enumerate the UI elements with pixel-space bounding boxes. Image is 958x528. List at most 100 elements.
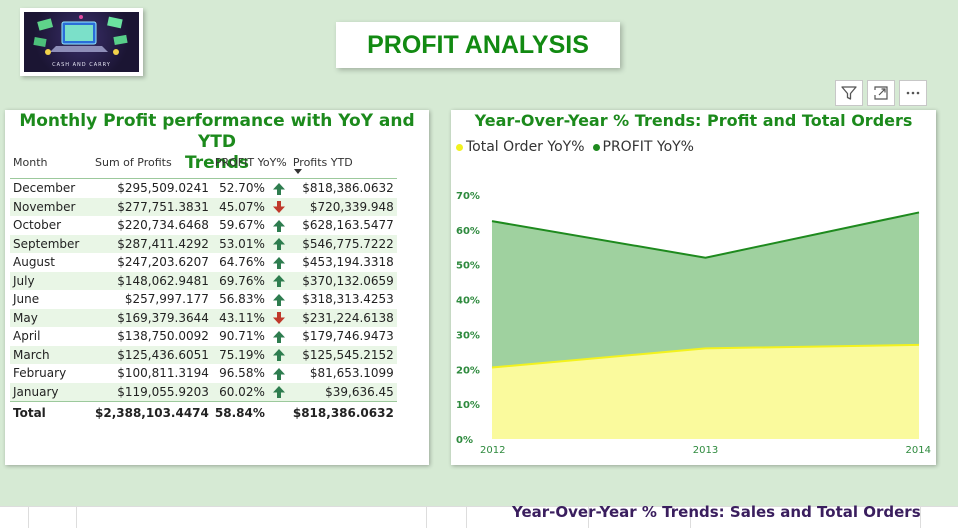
month-cell: March — [10, 346, 92, 365]
ytd-cell: $318,313.4253 — [290, 290, 397, 309]
arrow-up-icon — [272, 256, 286, 270]
monthly-profit-table-panel[interactable]: Monthly Profit performance with YoY and … — [5, 110, 429, 465]
month-cell: December — [10, 179, 92, 198]
arrow-up-icon — [272, 330, 286, 344]
more-options-icon — [904, 84, 922, 102]
sort-descending-icon — [294, 169, 302, 174]
column-header-month[interactable]: Month — [10, 156, 92, 179]
bottom-visual-strip: Year-Over-Year % Trends: Sales and Total… — [0, 506, 958, 528]
focus-mode-icon — [872, 84, 890, 102]
arrow-up-icon — [272, 182, 286, 196]
sales-orders-chart-title: Year-Over-Year % Trends: Sales and Total… — [512, 503, 921, 521]
ytd-cell: $546,775.7222 — [290, 235, 397, 254]
month-cell: January — [10, 383, 92, 402]
visual-header-toolbar — [835, 80, 927, 106]
profit-cell: $287,411.4292 — [92, 235, 212, 254]
yoy-cell: 56.83% — [212, 290, 268, 309]
arrow-up-icon — [272, 237, 286, 251]
profit-cell: $125,436.6051 — [92, 346, 212, 365]
y-tick-label: 50% — [456, 261, 480, 272]
arrow-up-icon — [272, 274, 286, 288]
column-header-profits-ytd[interactable]: Profits YTD — [290, 156, 397, 179]
yoy-cell: 69.76% — [212, 272, 268, 291]
profit-cell: $100,811.3194 — [92, 364, 212, 383]
yoy-cell: 45.07% — [212, 198, 268, 217]
month-cell: July — [10, 272, 92, 291]
ytd-cell: $720,339.948 — [290, 198, 397, 217]
ytd-cell: $231,224.6138 — [290, 309, 397, 328]
ytd-cell: $453,194.3318 — [290, 253, 397, 272]
ytd-cell: $125,545.2152 — [290, 346, 397, 365]
more-options-button[interactable] — [899, 80, 927, 106]
total-ytd: $818,386.0632 — [290, 402, 397, 425]
page-title-box: PROFIT ANALYSIS — [336, 22, 620, 68]
profit-cell: $277,751.3831 — [92, 198, 212, 217]
ytd-cell: $818,386.0632 — [290, 179, 397, 198]
arrow-up-icon — [272, 293, 286, 307]
yoy-cell: 60.02% — [212, 383, 268, 402]
month-cell: June — [10, 290, 92, 309]
yoy-cell: 53.01% — [212, 235, 268, 254]
column-header-sum-of-profits[interactable]: Sum of Profits — [92, 156, 212, 179]
x-tick-label: 2013 — [693, 445, 718, 456]
focus-mode-button[interactable] — [867, 80, 895, 106]
yoy-cell: 52.70% — [212, 179, 268, 198]
profit-cell: $257,997.177 — [92, 290, 212, 309]
total-yoy: 58.84% — [212, 402, 268, 425]
y-tick-label: 10% — [456, 400, 480, 411]
month-cell: October — [10, 216, 92, 235]
profit-cell: $119,055.9203 — [92, 383, 212, 402]
y-tick-label: 0% — [456, 435, 473, 446]
profit-cell: $247,203.6207 — [92, 253, 212, 272]
yoy-cell: 75.19% — [212, 346, 268, 365]
ytd-cell: $81,653.1099 — [290, 364, 397, 383]
filter-icon — [840, 84, 858, 102]
month-cell: August — [10, 253, 92, 272]
month-cell: September — [10, 235, 92, 254]
x-tick-label: 2014 — [906, 445, 931, 456]
month-cell: February — [10, 364, 92, 383]
arrow-up-icon — [272, 385, 286, 399]
profit-cell: $295,509.0241 — [92, 179, 212, 198]
y-tick-label: 60% — [456, 226, 480, 237]
table-total-row: Total $2,388,103.4474 58.84% $818,386.06… — [10, 402, 397, 425]
filter-button[interactable] — [835, 80, 863, 106]
month-cell: April — [10, 327, 92, 346]
y-tick-label: 20% — [456, 365, 480, 376]
profit-cell: $148,062.9481 — [92, 272, 212, 291]
arrow-up-icon — [272, 367, 286, 381]
arrow-down-icon — [272, 200, 286, 214]
column-header-profit-yoy[interactable]: PROFIT YoY% — [212, 156, 290, 179]
ytd-cell: $179,746.9473 — [290, 327, 397, 346]
yoy-cell: 90.71% — [212, 327, 268, 346]
profit-cell: $169,379.3644 — [92, 309, 212, 328]
yoy-trends-chart-panel[interactable]: Year-Over-Year % Trends: Profit and Tota… — [451, 110, 936, 465]
month-cell: November — [10, 198, 92, 217]
total-label: Total — [10, 402, 92, 425]
logo-text: CASH AND CARRY — [24, 62, 139, 68]
profit-cell: $220,734.6468 — [92, 216, 212, 235]
yoy-cell: 96.58% — [212, 364, 268, 383]
profit-cell: $138,750.0092 — [92, 327, 212, 346]
y-tick-label: 30% — [456, 330, 480, 341]
ytd-cell: $370,132.0659 — [290, 272, 397, 291]
profit-table: Month Sum of Profits PROFIT YoY% Profits… — [10, 156, 397, 424]
ytd-cell: $628,163.5477 — [290, 216, 397, 235]
page-title: PROFIT ANALYSIS — [367, 31, 589, 60]
arrow-up-icon — [272, 348, 286, 362]
total-profit: $2,388,103.4474 — [92, 402, 212, 425]
ytd-cell: $39,636.45 — [290, 383, 397, 402]
